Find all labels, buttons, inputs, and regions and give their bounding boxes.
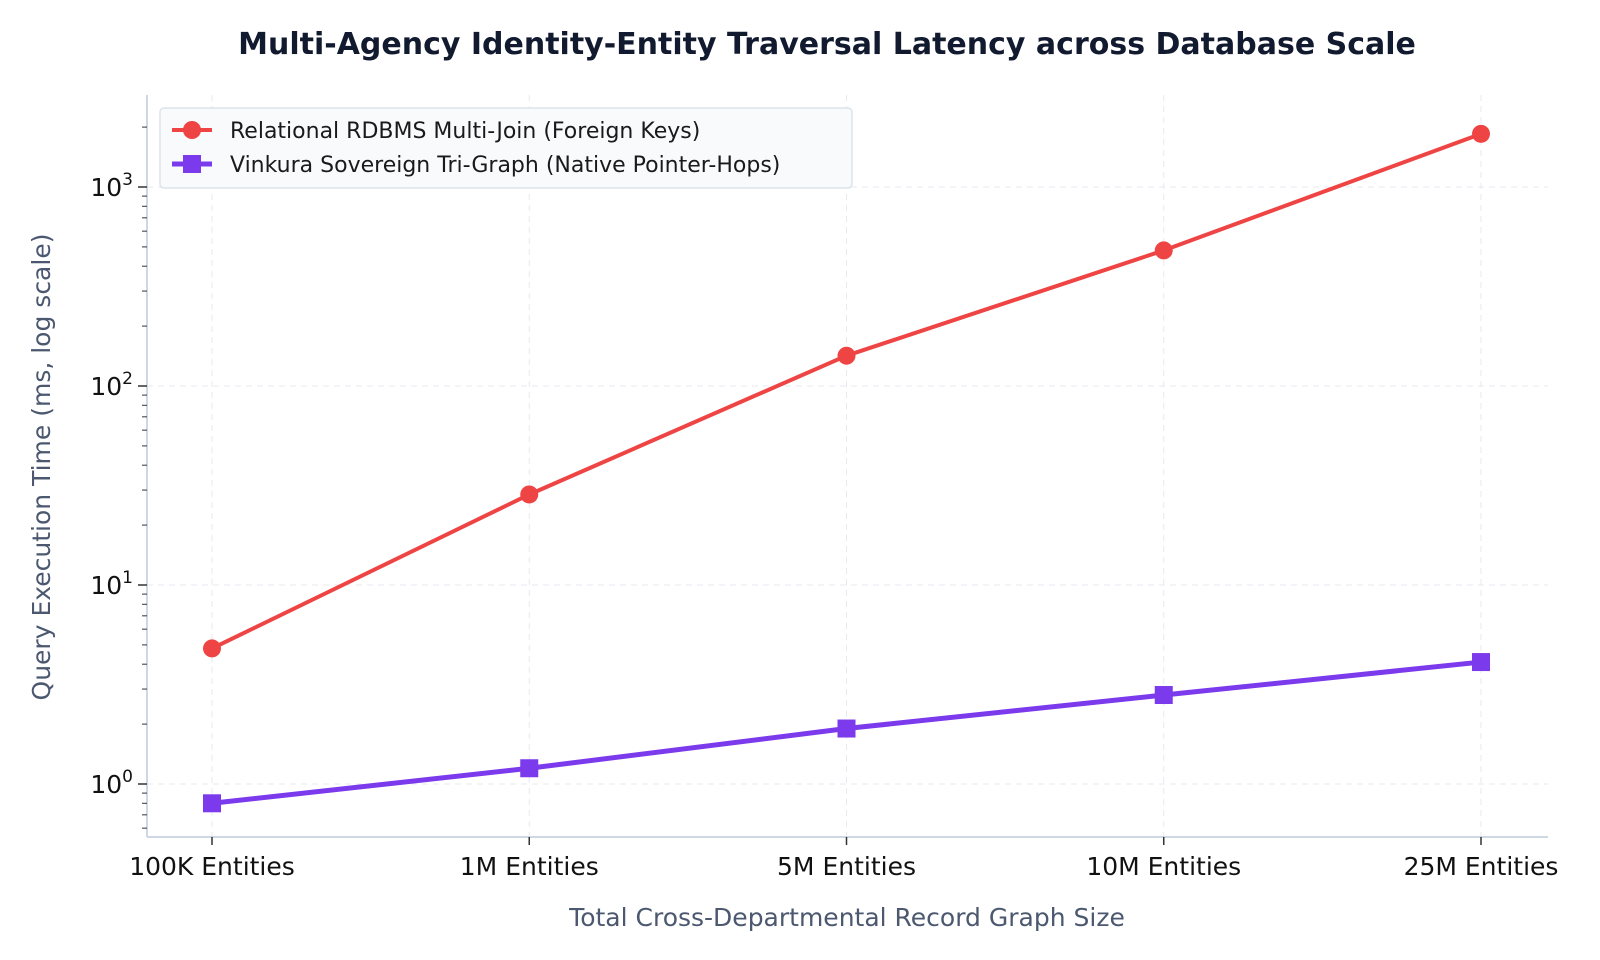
x-tick-label: 5M Entities bbox=[777, 852, 916, 881]
x-tick-label: 10M Entities bbox=[1086, 852, 1241, 881]
data-point bbox=[1472, 124, 1490, 143]
x-tick-label: 25M Entities bbox=[1404, 852, 1559, 881]
chart-title: Multi-Agency Identity-Entity Traversal L… bbox=[238, 27, 1416, 62]
legend-marker bbox=[183, 121, 201, 139]
tick-labels: 100K Entities 1M Entities 5M Entities 10M E… bbox=[90, 126, 1559, 881]
legend-label: Vinkura Sovereign Tri-Graph (Native Poin… bbox=[230, 153, 780, 178]
data-point bbox=[1472, 653, 1490, 672]
data-point bbox=[837, 346, 856, 365]
y-tick-label: 101 bbox=[90, 568, 133, 600]
data-point bbox=[1154, 241, 1173, 260]
x-tick-label: 1M Entities bbox=[460, 852, 599, 881]
y-tick-base: 10 bbox=[90, 372, 122, 401]
x-tick-label: 100K Entities bbox=[129, 852, 295, 881]
y-tick-base: 10 bbox=[90, 770, 122, 799]
legend-box bbox=[159, 107, 853, 189]
y-tick-exponent: 1 bbox=[122, 568, 133, 588]
legend-marker bbox=[183, 155, 201, 173]
data-point bbox=[203, 794, 221, 813]
y-tick-label: 102 bbox=[90, 369, 133, 401]
data-point bbox=[203, 639, 221, 658]
y-tick-label: 103 bbox=[90, 170, 133, 202]
data-point bbox=[520, 485, 539, 504]
data-point bbox=[1154, 686, 1173, 705]
y-tick-exponent: 3 bbox=[122, 170, 133, 190]
y-tick-label: 100 bbox=[90, 767, 133, 799]
y-tick-exponent: 0 bbox=[122, 767, 133, 787]
legend-label: Relational RDBMS Multi-Join (Foreign Key… bbox=[230, 119, 700, 144]
series-lines bbox=[203, 124, 1490, 813]
legend: Relational RDBMS Multi-Join (Foreign Key… bbox=[159, 107, 853, 189]
data-point bbox=[837, 719, 856, 738]
axes bbox=[146, 95, 1548, 838]
y-axis-label: Query Execution Time (ms, log scale) bbox=[27, 234, 56, 701]
x-axis-label: Total Cross-Departmental Record Graph Si… bbox=[568, 903, 1125, 932]
y-tick-base: 10 bbox=[90, 173, 122, 202]
y-tick-base: 10 bbox=[90, 571, 122, 600]
y-tick-exponent: 2 bbox=[122, 369, 133, 389]
data-point bbox=[520, 759, 539, 778]
